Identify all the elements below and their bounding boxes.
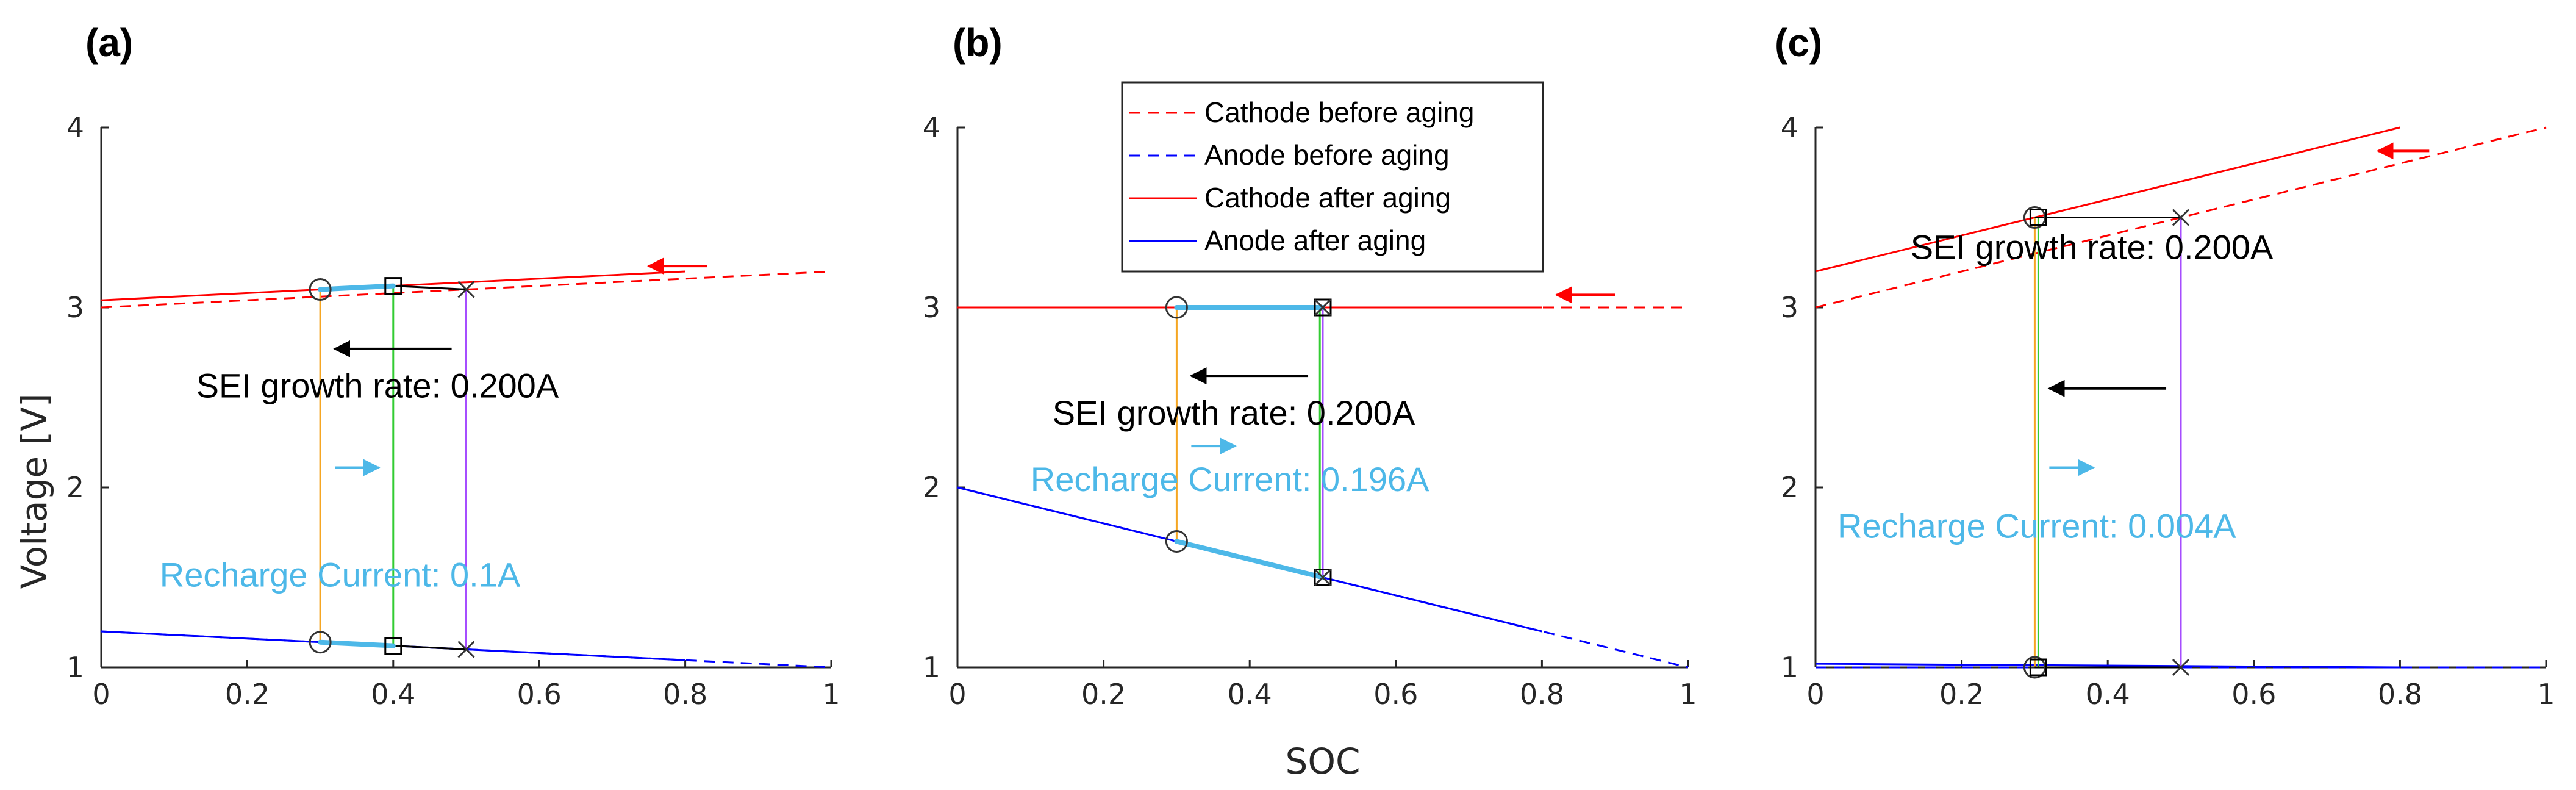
plot-a: 0 0.2 0.4 0.6 0.8 1 1 2 3 4 SEI growth rate: 0.200… <box>66 111 840 711</box>
legend: Cathode before aging Anode before aging … <box>1121 81 1544 273</box>
cross-marker <box>457 281 475 298</box>
y-tick-label: 1 <box>66 651 84 684</box>
panel-label-a: (a) <box>85 21 133 65</box>
black-segment <box>393 645 467 650</box>
circle-marker <box>2023 656 2046 679</box>
y-tick-label: 2 <box>1781 471 1798 504</box>
square-marker <box>384 637 402 655</box>
series-anode-after-aging <box>1815 663 2400 669</box>
y-tick-label: 4 <box>1781 111 1798 144</box>
legend-entry-1: Anode before aging <box>1129 139 1450 171</box>
circle-marker <box>309 631 332 654</box>
cross-marker <box>2172 658 2190 677</box>
series-anode-before-aging <box>101 630 832 669</box>
sei-growth-label: SEI growth rate: 0.200A <box>1053 393 1415 432</box>
y-tick-label: 2 <box>66 471 84 504</box>
panel-label-b: (b) <box>953 21 1003 65</box>
panel-b: (b) SOC 0 0.2 0.4 0.6 0.8 1 1 2 3 4 SEI growth rat… <box>923 21 1697 782</box>
square-marker <box>2029 658 2047 677</box>
y-axis-title: Voltage [V] <box>13 393 55 589</box>
panel-a: (a) Voltage [V] 0 0.2 0.4 0.6 0.8 1 1 2 3 4 SEI gr… <box>13 21 840 711</box>
x-tick-label: 1 <box>2537 678 2555 711</box>
square-marker <box>2029 209 2047 226</box>
y-tick-label: 3 <box>1781 291 1798 324</box>
y-tick-label: 2 <box>923 471 940 504</box>
x-tick-label: 0.2 <box>1081 678 1126 711</box>
recharge-current-label: Recharge Current: 0.196A <box>1031 460 1429 498</box>
x-tick-label: 0.6 <box>517 678 562 711</box>
x-tick-label: 0.2 <box>225 678 270 711</box>
x-tick-label: 0.6 <box>1373 678 1418 711</box>
legend-entry-0: Cathode before aging <box>1129 96 1474 128</box>
legend-box <box>1121 81 1544 273</box>
square-marker <box>1314 298 1332 317</box>
cross-marker <box>1314 569 1332 586</box>
circle-marker <box>2023 206 2046 229</box>
legend-entry-3: Anode after aging <box>1129 224 1426 256</box>
legend-label-2: Cathode after aging <box>1204 182 1451 214</box>
x-tick-label: 0 <box>1806 678 1824 711</box>
plot-b: 0 0.2 0.4 0.6 0.8 1 1 2 3 4 SEI growth rate: 0.200… <box>923 111 1697 711</box>
cyan-segment <box>318 639 396 648</box>
square-marker <box>384 277 402 295</box>
x-axis-title: SOC <box>1286 741 1361 782</box>
cross-marker <box>1314 298 1332 317</box>
plot-c: 0 0.2 0.4 0.6 0.8 1 1 2 3 4 SEI growth rate: 0.200… <box>1781 111 2555 711</box>
y-tick-label: 1 <box>1781 651 1798 684</box>
x-tick-label: 0 <box>948 678 966 711</box>
legend-label-1: Anode before aging <box>1204 139 1450 171</box>
y-tick-label: 4 <box>923 111 940 144</box>
y-tick-label: 3 <box>923 291 940 324</box>
series-cathode-before-aging <box>101 270 832 309</box>
recharge-current-label: Recharge Current: 0.004A <box>1837 507 2236 545</box>
x-tick-label: 0.8 <box>2378 678 2422 711</box>
circle-marker <box>1165 530 1188 553</box>
black-segment <box>393 285 467 290</box>
x-tick-label: 0.6 <box>2231 678 2276 711</box>
panel-label-c: (c) <box>1775 21 1822 65</box>
legend-label-3: Anode after aging <box>1204 224 1426 256</box>
x-tick-label: 0.4 <box>1228 678 1272 711</box>
cross-marker <box>457 641 475 658</box>
cyan-segment <box>1174 539 1325 580</box>
square-marker <box>1314 569 1332 586</box>
sei-growth-label: SEI growth rate: 0.200A <box>196 367 559 405</box>
sei-growth-label: SEI growth rate: 0.200A <box>1911 228 2274 266</box>
circle-marker <box>309 278 332 301</box>
y-tick-label: 1 <box>923 651 940 684</box>
x-tick-label: 0.4 <box>371 678 415 711</box>
recharge-current-label: Recharge Current: 0.1A <box>160 555 521 594</box>
x-tick-label: 0.4 <box>2086 678 2130 711</box>
x-tick-label: 0.2 <box>1939 678 1984 711</box>
y-tick-label: 3 <box>66 291 84 324</box>
x-tick-label: 0 <box>92 678 110 711</box>
legend-entry-2: Cathode after aging <box>1129 182 1451 214</box>
x-tick-label: 1 <box>1679 678 1697 711</box>
panel-c: (c) 0 0.2 0.4 0.6 0.8 1 1 2 3 4 SEI growth rate: 0… <box>1775 21 2555 711</box>
x-tick-label: 0.8 <box>1520 678 1564 711</box>
circle-marker <box>1165 296 1188 319</box>
cyan-segment <box>318 283 396 292</box>
x-tick-label: 1 <box>822 678 840 711</box>
cross-marker <box>2172 209 2190 226</box>
legend-label-0: Cathode before aging <box>1204 96 1474 128</box>
series-cathode-after-aging <box>1815 126 2400 273</box>
y-tick-label: 4 <box>66 111 84 144</box>
x-tick-label: 0.8 <box>663 678 707 711</box>
